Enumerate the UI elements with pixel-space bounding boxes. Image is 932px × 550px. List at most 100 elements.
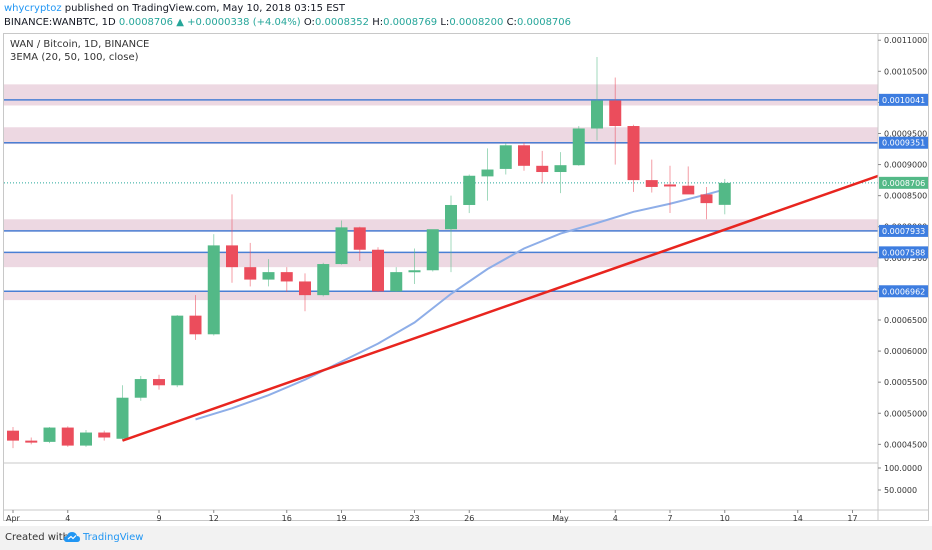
level-price-tag-3 [879, 246, 928, 259]
candle-body-13 [244, 267, 257, 280]
y-tick-label-4: 0.0009000 [884, 161, 927, 170]
price-chart[interactable]: 0.00110000.00105000.00100000.00095000.00… [0, 0, 932, 526]
resistance-zone-0 [4, 84, 878, 106]
level-price-tag-1 [879, 136, 928, 149]
up-arrow-icon: ▲ [176, 17, 184, 28]
candle-body-28 [518, 145, 530, 166]
x-tick-label-9: 4 [613, 514, 618, 523]
x-tick-label-12: 14 [793, 514, 803, 523]
footer-bar: Created with TradingView [0, 526, 932, 550]
y-tick-label-10: 0.0006000 [884, 347, 927, 356]
chart-header: whycryptoz published on TradingView.com,… [0, 0, 932, 34]
y-tick-label-11: 0.0005500 [884, 378, 927, 387]
publish-line: whycryptoz published on TradingView.com,… [4, 3, 345, 14]
candle-body-29 [536, 165, 549, 173]
resistance-zone-2 [4, 219, 878, 232]
candle-body-10 [189, 315, 202, 335]
candle-body-7 [134, 379, 147, 398]
candle-body-22 [408, 270, 421, 273]
candle-body-2 [43, 427, 56, 442]
close-label: C: [506, 17, 517, 28]
candle-body-37 [682, 185, 695, 195]
candle-body-27 [499, 145, 512, 169]
y-tick-label-9: 0.0006500 [884, 316, 927, 325]
x-tick-label-5: 19 [336, 514, 346, 523]
candle-body-3 [61, 427, 74, 446]
candle-body-36 [664, 184, 676, 187]
x-tick-label-11: 10 [720, 514, 730, 523]
trendline [122, 174, 878, 442]
legend-title: WAN / Bitcoin, 1D, BINANCE [10, 39, 150, 50]
level-price-tag-4 [879, 285, 928, 298]
chart-frame [3, 33, 929, 521]
legend-indicator[interactable]: 3EMA (20, 50, 100, close) [10, 52, 139, 63]
low-value: 0.0008200 [449, 17, 504, 28]
y-tick-label-12: 0.0005000 [884, 409, 927, 418]
y-tick-label-1: 0.0010500 [884, 67, 927, 76]
close-value: 0.0008706 [516, 17, 572, 28]
last-price-value: 0.0008706 [118, 17, 173, 28]
candle-body-5 [98, 432, 111, 438]
candle-body-12 [226, 245, 238, 268]
candle-body-20 [372, 249, 384, 292]
candle-body-24 [445, 204, 457, 230]
y-tick-label-5: 0.0008500 [884, 192, 927, 201]
volume-tick-label-0: 100.0000 [884, 464, 922, 473]
candle-body-23 [426, 229, 439, 271]
candle-body-19 [353, 227, 366, 250]
candle-body-39 [718, 182, 731, 205]
candle-body-11 [207, 245, 220, 335]
last-price-tag-label: 0.0008706 [882, 179, 925, 188]
last-price-tag [879, 176, 928, 189]
high-label: H: [372, 17, 384, 28]
open-value: 0.0008352 [314, 17, 370, 28]
volume-tick-label-1: 50.0000 [884, 486, 917, 495]
resistance-zone-4 [4, 291, 878, 301]
candle-body-34 [627, 126, 640, 181]
candle-body-21 [390, 272, 403, 292]
candle-body-14 [262, 272, 275, 280]
level-price-tag-label-2: 0.0007933 [882, 227, 925, 236]
candle-body-0 [7, 430, 19, 441]
candle-body-1 [25, 440, 38, 443]
publish-info: published on TradingView.com, May 10, 20… [61, 3, 345, 14]
ohlc-line: BINANCE:WANBTC, 1D 0.0008706 ▲ +0.000033… [4, 17, 571, 28]
candle-body-25 [463, 175, 476, 205]
y-tick-label-0: 0.0011000 [884, 36, 927, 45]
open-label: O: [303, 17, 315, 28]
symbol-label: BINANCE:WANBTC, 1D [4, 17, 116, 28]
x-tick-label-8: May [552, 514, 569, 523]
created-with-label: Created with [5, 532, 69, 543]
x-tick-label-6: 23 [409, 514, 419, 523]
x-tick-label-1: 4 [65, 514, 70, 523]
candle-body-26 [481, 169, 494, 177]
x-tick-label-0: Apr [6, 514, 21, 523]
level-price-tag-label-1: 0.0009351 [882, 139, 925, 148]
x-tick-label-10: 7 [667, 514, 672, 523]
candle-body-35 [645, 180, 658, 187]
plot-area [4, 57, 878, 449]
candle-body-16 [299, 281, 311, 296]
author-link[interactable]: whycryptoz [4, 3, 62, 14]
resistance-zone-3 [4, 252, 878, 268]
level-price-tag-label-4: 0.0006962 [882, 287, 925, 296]
level-price-tag-0 [879, 93, 928, 106]
x-tick-label-2: 9 [156, 514, 161, 523]
candle-body-15 [280, 272, 293, 282]
chart-legend: WAN / Bitcoin, 1D, BINANCE 3EMA (20, 50,… [10, 38, 149, 64]
high-value: 0.0008769 [383, 17, 438, 28]
y-tick-label-3: 0.0009500 [884, 129, 927, 138]
candle-body-18 [335, 227, 348, 265]
y-tick-label-13: 0.0004500 [884, 440, 927, 449]
candle-body-32 [591, 100, 603, 129]
tradingview-brand[interactable]: TradingView [83, 532, 144, 543]
price-change: +0.0000338 (+4.04%) [187, 17, 301, 28]
level-price-tag-label-0: 0.0010041 [882, 96, 925, 105]
candle-body-31 [572, 128, 585, 166]
tradingview-cloud-icon [64, 532, 80, 542]
resistance-zone-1 [4, 127, 878, 145]
x-tick-label-3: 12 [209, 514, 219, 523]
candle-body-33 [609, 100, 622, 127]
x-tick-label-13: 17 [847, 514, 857, 523]
candle-body-8 [153, 379, 165, 386]
